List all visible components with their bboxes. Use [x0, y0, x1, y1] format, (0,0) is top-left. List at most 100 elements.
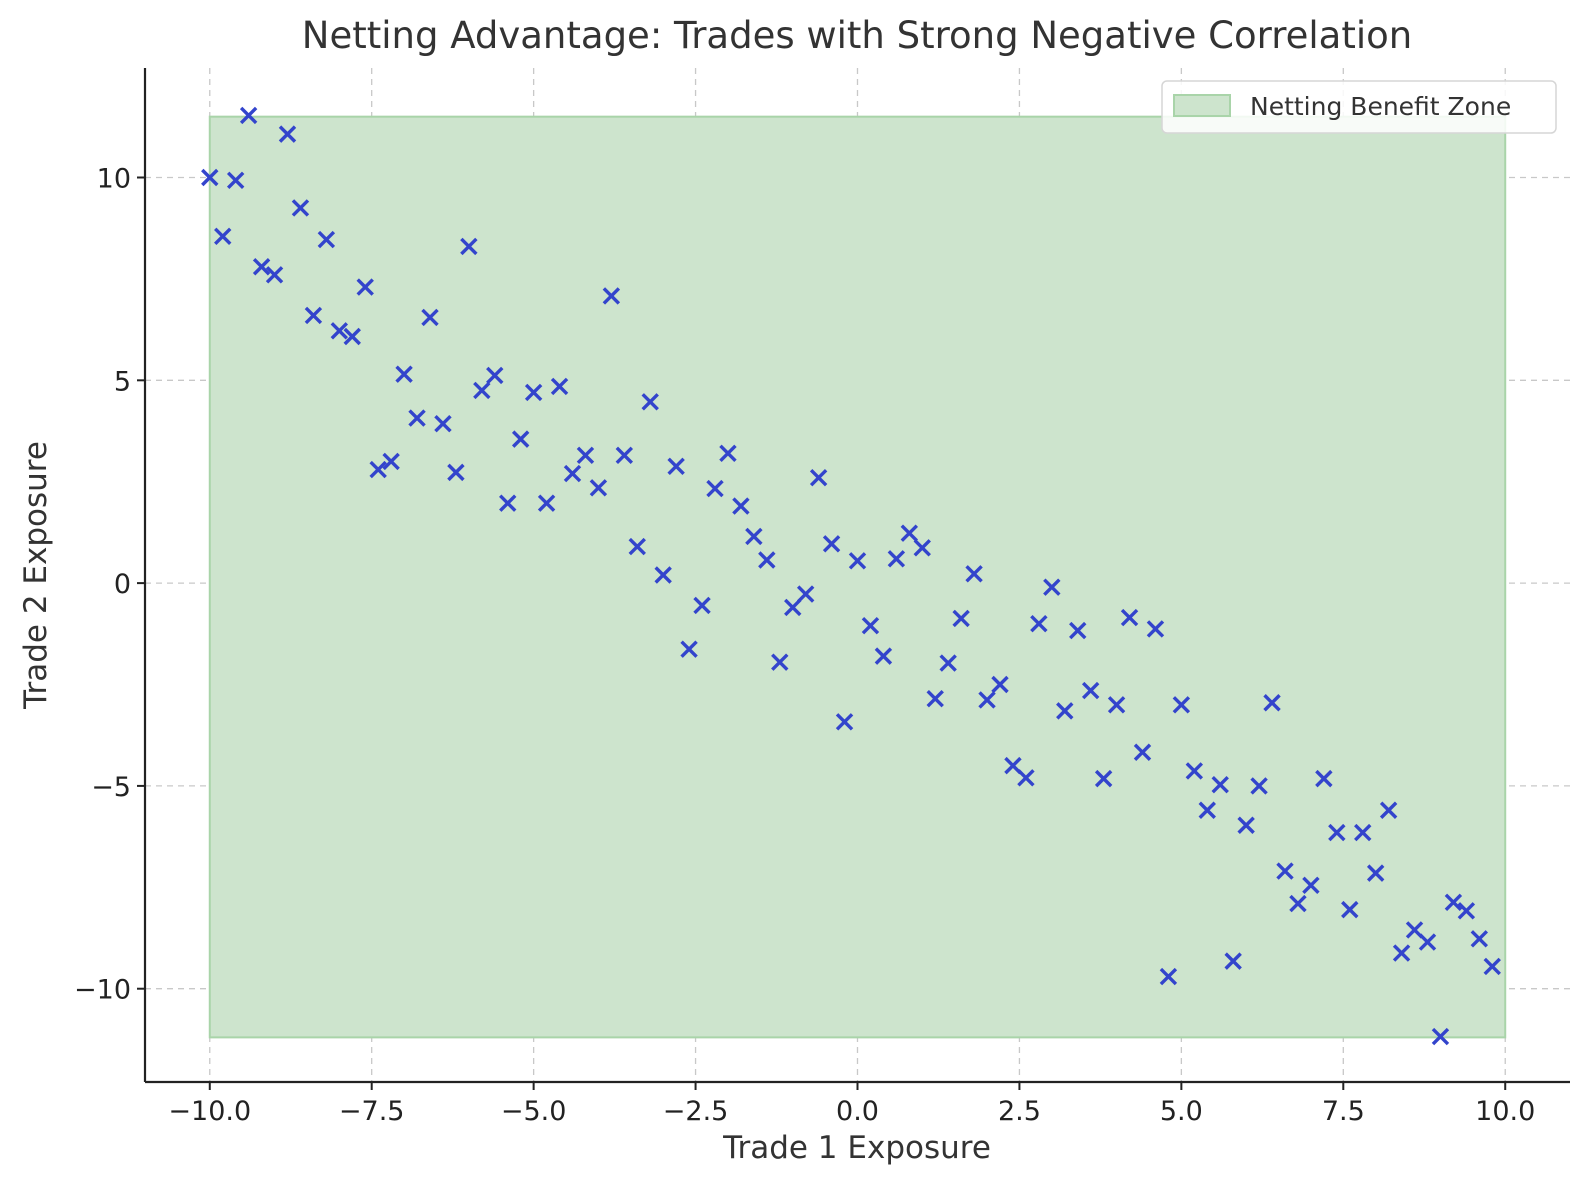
data-point [965, 565, 983, 583]
data-point [1107, 696, 1126, 714]
data-point [343, 327, 361, 346]
data-point [796, 585, 815, 603]
chart-title: Netting Advantage: Trades with Strong Ne… [302, 14, 1412, 57]
data-point [1431, 1027, 1450, 1046]
data-point [1224, 952, 1242, 970]
data-point [822, 535, 841, 553]
data-point [1185, 762, 1204, 780]
data-point [745, 527, 763, 546]
data-point [1315, 769, 1333, 788]
data-point [1159, 967, 1178, 986]
data-point [1341, 900, 1359, 919]
data-point [771, 653, 789, 671]
legend-label: Netting Benefit Zone [1250, 92, 1511, 121]
y-tick-label: −10 [74, 975, 131, 1006]
data-point [382, 452, 400, 471]
data-point [304, 306, 323, 325]
data-point [848, 552, 867, 570]
data-point [1379, 801, 1398, 819]
legend: Netting Benefit Zone [1161, 80, 1557, 134]
data-point [1289, 894, 1307, 913]
data-point [1302, 876, 1320, 894]
data-point [1146, 620, 1165, 638]
data-point [1133, 743, 1152, 761]
y-tick-label: −5 [91, 772, 131, 803]
data-point [887, 550, 906, 568]
data-point [861, 616, 880, 635]
data-point [1444, 893, 1463, 912]
x-tick-label: −7.5 [339, 1096, 405, 1127]
data-point [369, 460, 387, 479]
data-point [693, 596, 711, 615]
data-point [473, 381, 491, 400]
x-tick-label: 5.0 [1160, 1096, 1203, 1127]
data-point [214, 227, 232, 246]
data-point [486, 366, 504, 385]
legend-swatch [1173, 94, 1231, 117]
data-point [952, 609, 970, 628]
data-point [835, 713, 854, 731]
data-point [434, 415, 452, 433]
data-point [499, 494, 517, 512]
data-point [239, 106, 258, 125]
data-point [784, 598, 802, 617]
data-point [291, 199, 310, 217]
data-point [1017, 769, 1035, 787]
data-point [460, 237, 478, 256]
data-point [1172, 696, 1191, 714]
x-tick-label: −2.5 [663, 1096, 729, 1127]
data-point [1056, 702, 1074, 720]
data-point [926, 690, 944, 708]
data-point [1198, 801, 1216, 819]
data-point [1405, 921, 1424, 939]
data-point [576, 446, 595, 465]
data-point [628, 537, 646, 556]
data-point [524, 383, 543, 402]
x-ticks: −10.0 −7.5 −5.0 −2.5 0.0 2.5 5.0 7.5 10.0 [168, 1082, 1535, 1127]
x-tick-label: 7.5 [1322, 1096, 1365, 1127]
data-point [1483, 957, 1501, 976]
data-point [395, 365, 413, 383]
data-point [1094, 769, 1113, 788]
data-point [550, 377, 569, 396]
data-point [278, 125, 297, 143]
data-point [589, 479, 608, 497]
data-point [252, 258, 271, 276]
data-point [615, 446, 634, 465]
data-point [732, 497, 750, 515]
data-point [1354, 823, 1372, 842]
x-tick-label: 10.0 [1475, 1096, 1535, 1127]
data-point [356, 278, 374, 296]
data-point [563, 464, 582, 483]
data-point [1328, 823, 1346, 842]
data-point [913, 539, 931, 557]
data-point [1081, 681, 1100, 700]
data-point [680, 640, 698, 658]
data-point [1237, 816, 1255, 834]
y-tick-label: 10 [97, 164, 131, 195]
data-point [719, 444, 737, 463]
data-point [1069, 621, 1087, 640]
data-points [201, 106, 1501, 1046]
data-point [511, 430, 530, 448]
data-point [1043, 578, 1061, 596]
x-tick-label: 2.5 [998, 1096, 1041, 1127]
data-point [667, 457, 685, 476]
data-point [408, 409, 426, 427]
data-point [900, 524, 919, 542]
data-point [654, 566, 672, 584]
data-point [1030, 614, 1048, 633]
y-tick-label: 0 [114, 569, 131, 600]
data-point [1457, 902, 1476, 920]
data-point [1250, 777, 1268, 795]
data-point [1392, 944, 1411, 962]
netting-benefit-zone [208, 115, 1507, 1039]
data-point [1366, 864, 1385, 882]
data-point [602, 287, 621, 305]
data-point [706, 479, 724, 498]
data-point [809, 468, 828, 487]
data-point [226, 171, 245, 190]
data-point [1470, 930, 1489, 948]
data-point [447, 463, 465, 482]
